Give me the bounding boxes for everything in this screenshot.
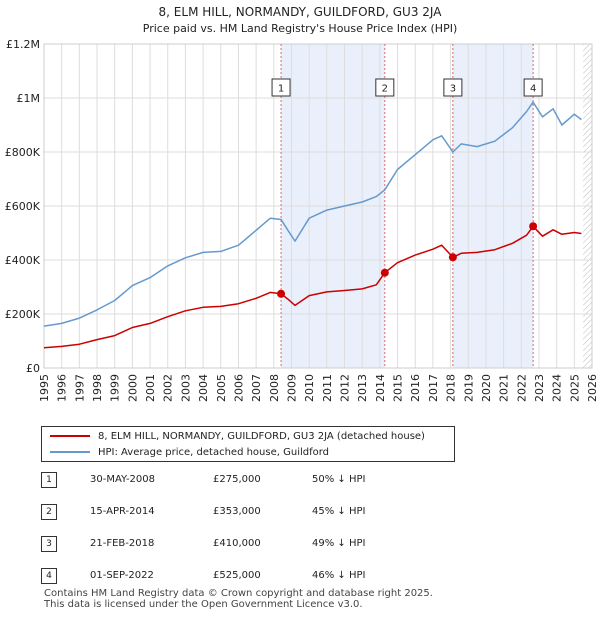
y-tick-label: £1M [17,92,41,105]
x-tick-label: 2013 [356,374,369,402]
sale-hpi-diff: 50% ↓ HPI [312,474,366,485]
sale-marker: 1 [41,472,57,488]
plot-area: 1 2 3 4 £0 £200K £400K £600K £800K £1M £1.2M 1995 19… [5,38,599,402]
transaction-point [277,289,286,298]
x-tick-label: 2021 [498,374,511,402]
x-tick-label: 1999 [109,374,122,402]
x-tick-label: 2011 [321,374,334,402]
x-tick-label: 2019 [462,374,475,402]
sale-marker: 3 [41,536,57,552]
sale-date: 21-FEB-2018 [90,538,155,549]
x-tick-label: 2010 [303,374,316,402]
x-tick-label: 1998 [91,374,104,402]
sale-row: 3 21-FEB-2018 £410,000 49% ↓ HPI [41,536,401,556]
sale-date: 30-MAY-2008 [90,474,156,485]
x-tick-label: 2012 [339,374,352,402]
chart-legend: 8, ELM HILL, NORMANDY, GUILDFORD, GU3 2J… [41,426,455,462]
y-tick-label: £200K [5,308,41,321]
sale-price: £410,000 [213,538,261,549]
sale-date: 01-SEP-2022 [90,570,154,581]
legend-label-property: 8, ELM HILL, NORMANDY, GUILDFORD, GU3 2J… [98,431,425,442]
y-tick-label: £0 [26,362,40,375]
sale-hpi-diff: 49% ↓ HPI [312,538,366,549]
x-tick-label: 2025 [568,374,581,402]
x-tick-label: 2000 [126,374,139,402]
plot-border [43,43,593,369]
legend-item-hpi: HPI: Average price, detached house, Guil… [50,445,329,461]
y-tick-label: £400K [5,254,41,267]
x-tick-label: 2024 [551,374,564,402]
x-tick-label: 2008 [268,374,281,402]
sale-marker: 4 [41,568,57,584]
x-tick-label: 1997 [73,374,86,402]
sale-marker: 2 [41,504,57,520]
series-line-property [43,225,582,349]
sale-date: 15-APR-2014 [90,506,155,517]
x-tick-label: 2015 [392,374,405,402]
footer-line-copyright: Contains HM Land Registry data © Crown c… [44,588,433,599]
x-tick-label: 2009 [285,374,298,402]
y-tick-label: £800K [5,146,41,159]
legend-swatch-property [50,435,90,437]
transaction-label: 4 [530,84,536,95]
x-tick-label: 2014 [374,374,387,402]
y-tick-label: £1.2M [6,38,40,51]
sale-row: 4 01-SEP-2022 £525,000 46% ↓ HPI [41,568,401,588]
chart-subtitle: Price paid vs. HM Land Registry's House … [143,22,458,35]
transaction-label: 2 [382,84,388,95]
transaction-label-box [443,78,463,97]
chart-title: 8, ELM HILL, NORMANDY, GUILDFORD, GU3 2J… [159,5,443,19]
x-tick-label: 2017 [427,374,440,402]
x-tick-label: 1995 [38,374,51,402]
legend-label-hpi: HPI: Average price, detached house, Guil… [98,447,330,458]
x-tick-label: 2020 [480,374,493,402]
sale-price: £353,000 [213,506,261,517]
footer-line-licence: This data is licensed under the Open Gov… [44,599,363,610]
legend-swatch-hpi [50,451,90,453]
x-tick-label: 2007 [250,374,263,402]
x-tick-label: 2016 [409,374,422,402]
x-tick-label: 2023 [533,374,546,402]
series-line-hpi [43,101,582,327]
transaction-label: 1 [278,84,284,95]
sale-price: £525,000 [213,570,261,581]
x-tick-label: 1996 [56,374,69,402]
sale-price: £275,000 [213,474,261,485]
y-tick-label: £600K [5,200,41,213]
sale-hpi-diff: 46% ↓ HPI [312,570,366,581]
x-tick-label: 2018 [445,374,458,402]
sale-row: 1 30-MAY-2008 £275,000 50% ↓ HPI [41,472,401,492]
transaction-point [380,268,389,277]
transaction-label: 3 [450,84,456,95]
x-tick-label: 2026 [586,374,599,402]
transaction-label-box [523,78,543,97]
price-chart: 8, ELM HILL, NORMANDY, GUILDFORD, GU3 2J… [5,5,599,402]
transaction-point [529,222,538,231]
x-tick-label: 2003 [179,374,192,402]
x-tick-label: 2001 [144,374,157,402]
transaction-label-box [375,78,395,97]
sale-row: 2 15-APR-2014 £353,000 45% ↓ HPI [41,504,401,524]
transaction-label-box [271,78,291,97]
x-tick-label: 2002 [162,374,175,402]
footer-attribution: Contains HM Land Registry data © Crown c… [44,588,433,610]
transaction-point [448,253,457,262]
x-tick-label: 2022 [515,374,528,402]
x-tick-label: 2006 [232,374,245,402]
sale-hpi-diff: 45% ↓ HPI [312,506,366,517]
legend-item-property: 8, ELM HILL, NORMANDY, GUILDFORD, GU3 2J… [50,429,425,445]
x-tick-label: 2004 [197,374,210,402]
x-tick-label: 2005 [215,374,228,402]
